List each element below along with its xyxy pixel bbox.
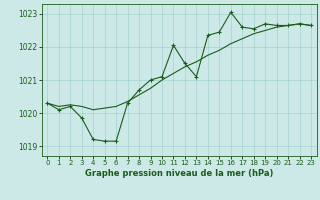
X-axis label: Graphe pression niveau de la mer (hPa): Graphe pression niveau de la mer (hPa) <box>85 169 273 178</box>
